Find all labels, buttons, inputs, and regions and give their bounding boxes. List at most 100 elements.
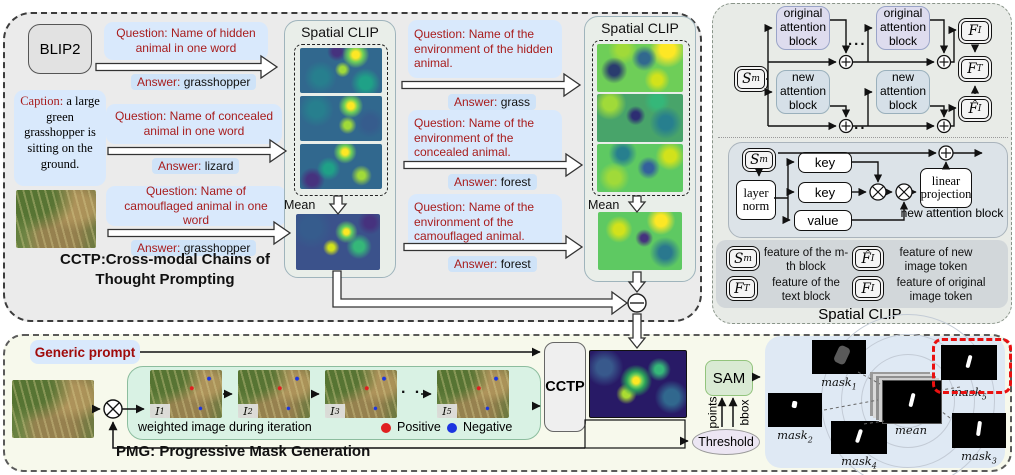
question-box-3: Question: Name of camouflaged animal in …	[106, 184, 286, 228]
mean-label-right: Mean	[588, 198, 620, 212]
value-label: value	[807, 212, 839, 228]
positive-label: Positive	[397, 420, 441, 434]
threshold-ellipse: Threshold	[692, 429, 760, 455]
pmg-input-image	[12, 380, 94, 438]
answer-1: Answer: grasshopper	[131, 74, 257, 90]
iter-base: I	[155, 404, 160, 418]
env-answer-1-prefix: Answer:	[454, 95, 498, 109]
caption-prefix: Caption:	[20, 94, 64, 108]
new-attention-block-2-label: new attention block	[879, 70, 927, 112]
attention-heatmap	[597, 144, 683, 192]
mask-sub: 5	[981, 392, 987, 402]
new-attention-block-2: new attention block	[876, 70, 930, 114]
ellipsis-top: ...	[848, 32, 867, 49]
original-attention-block-1-label: original attention block	[779, 6, 827, 48]
fi-sub: I	[977, 26, 982, 36]
question-1-text: Question: Name of hidden animal in one w…	[116, 26, 256, 55]
env-question-box-1: Question: Name of the environment of the…	[408, 20, 562, 78]
fhat-sub: I	[977, 104, 982, 114]
mask-sub: 3	[991, 456, 997, 466]
legend-ft-base: F	[734, 280, 744, 297]
generic-prompt-label: Generic prompt	[34, 344, 136, 360]
mean-heatmap-right	[598, 212, 682, 270]
legend-sm-desc: feature of the m-th block	[763, 247, 849, 273]
new-attention-block-1-label: new attention block	[779, 70, 827, 112]
fi-base: F	[968, 23, 978, 39]
mask-base: mask	[777, 428, 808, 442]
iter-sub: 1	[159, 406, 165, 416]
original-attention-block-1: original attention block	[776, 6, 830, 50]
legend-fi-sub: I	[870, 283, 875, 294]
env-answer-3: Answer: forest	[448, 256, 537, 272]
cctp-module-box: CCTP	[544, 342, 586, 432]
question-3-text: Question: Name of camouflaged animal in …	[124, 184, 268, 228]
env-answer-3-prefix: Answer:	[454, 257, 498, 271]
new-attention-block-caption: new attention block	[900, 206, 1004, 220]
iter-base: I	[243, 404, 248, 418]
final-heatmap	[589, 350, 687, 418]
caption-text: a large green grasshopper is sitting on …	[24, 94, 100, 171]
legend-fhat-sub: I	[870, 253, 875, 264]
legend-ft-desc: feature of the text block	[772, 277, 840, 303]
question-box-2: Question: Name of concealed animal in on…	[106, 104, 282, 144]
mask-sub: 4	[871, 461, 877, 471]
bbox-label: bbox	[737, 399, 752, 426]
mask-sub: 1	[851, 382, 857, 392]
linear-projection-box: linear projection	[920, 168, 972, 208]
mask-base: mask	[821, 375, 852, 389]
legend-ft-sub: T	[743, 283, 750, 294]
sm-sub: m	[759, 155, 768, 165]
spatial-clip-left-title: Spatial CLIP	[301, 24, 379, 40]
legend-fi-base: F	[861, 280, 871, 297]
key-1-label: key	[814, 154, 836, 170]
layer-norm-box: layer norm	[736, 180, 776, 220]
attention-heatmap	[597, 94, 683, 142]
iter-base: I	[330, 404, 335, 418]
sam-label: SAM	[712, 369, 746, 387]
cctp-module-label: CCTP	[545, 379, 585, 395]
mask-image-3	[952, 413, 1006, 448]
new-attention-block-1: new attention block	[776, 70, 830, 114]
linear-projection-label: linear projection	[920, 173, 972, 201]
env-question-2-text: Question: Name of the environment of the…	[414, 116, 535, 160]
legend-fi-desc: feature of original image token	[896, 277, 986, 303]
value-box: value	[794, 210, 852, 231]
ellipsis-bottom: ...	[848, 116, 867, 133]
legend-sm-base: S	[734, 250, 744, 267]
env-answer-1-value: grass	[497, 95, 531, 109]
legend-fhat-base: F̂	[861, 250, 871, 267]
blip2-box: BLIP2	[28, 24, 92, 74]
mask-2-label: mask2	[768, 428, 822, 444]
question-2-text: Question: Name of concealed animal in on…	[114, 109, 274, 138]
iteration-ellipsis: · ·	[401, 384, 423, 401]
env-answer-2-prefix: Answer:	[454, 175, 498, 189]
original-attention-block-2: original attention block	[876, 6, 930, 50]
iter-sub: 2	[247, 406, 253, 416]
answer-2: Answer: lizard	[152, 158, 240, 174]
mean-stack-label: mean	[895, 423, 927, 437]
iter-sub: 5	[446, 406, 452, 416]
generic-prompt-box: Generic prompt	[30, 340, 140, 364]
pmg-title: PMG: Progressive Mask Generation	[116, 443, 371, 460]
mask-image-5	[941, 345, 997, 380]
attention-heatmap	[597, 44, 683, 92]
threshold-label: Threshold	[698, 435, 754, 449]
sm-base: S	[742, 71, 752, 87]
legend-fhat-desc: feature of new image token	[899, 247, 973, 273]
attention-heatmap	[300, 96, 382, 141]
mask-4-label: mask4	[831, 454, 887, 470]
blip2-label: BLIP2	[39, 40, 81, 58]
env-answer-3-value: forest	[497, 257, 531, 271]
mask-3-label: mask3	[952, 449, 1006, 465]
key-2-label: key	[814, 184, 836, 200]
